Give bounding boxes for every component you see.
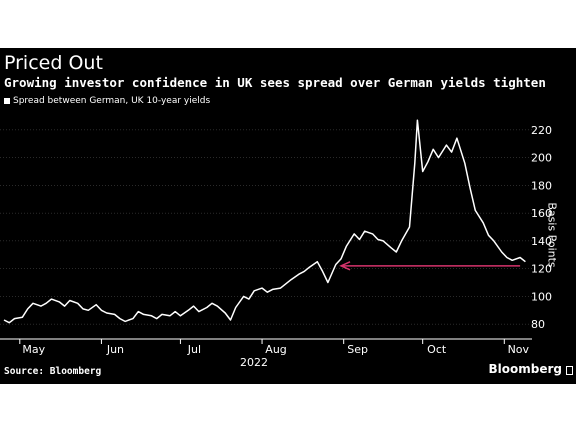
x-tick-label: May <box>22 343 45 356</box>
brand-mark-icon <box>566 366 573 375</box>
series-line <box>3 119 526 324</box>
y-tick-label: 100 <box>531 290 552 303</box>
y-tick-label: 120 <box>531 263 552 276</box>
x-tick-label: Nov <box>508 343 530 356</box>
x-tick-label: Oct <box>427 343 447 356</box>
legend: Spread between German, UK 10-year yields <box>4 96 210 106</box>
chart-subtitle: Growing investor confidence in UK sees s… <box>4 75 546 90</box>
x-tick-label: Jul <box>187 343 201 356</box>
y-tick-label: 140 <box>531 235 552 248</box>
y-tick-label: 200 <box>531 152 552 165</box>
x-tick-label: Sep <box>347 343 368 356</box>
y-tick-label: 160 <box>531 207 552 220</box>
source-note: Source: Bloomberg <box>4 366 102 377</box>
x-year-label: 2022 <box>240 356 268 369</box>
chart-title: Priced Out <box>4 52 103 74</box>
y-tick-label: 180 <box>531 179 552 192</box>
x-tick-label: Jun <box>106 343 124 356</box>
brand-logo: Bloomberg <box>488 362 563 376</box>
x-tick-label: Aug <box>265 343 286 356</box>
chart-panel <box>0 48 576 384</box>
legend-label: Spread between German, UK 10-year yields <box>13 96 211 106</box>
legend-swatch <box>4 98 10 104</box>
annotation-arrow-head <box>339 261 351 271</box>
y-tick-label: 220 <box>531 124 552 137</box>
y-tick-label: 80 <box>531 318 545 331</box>
